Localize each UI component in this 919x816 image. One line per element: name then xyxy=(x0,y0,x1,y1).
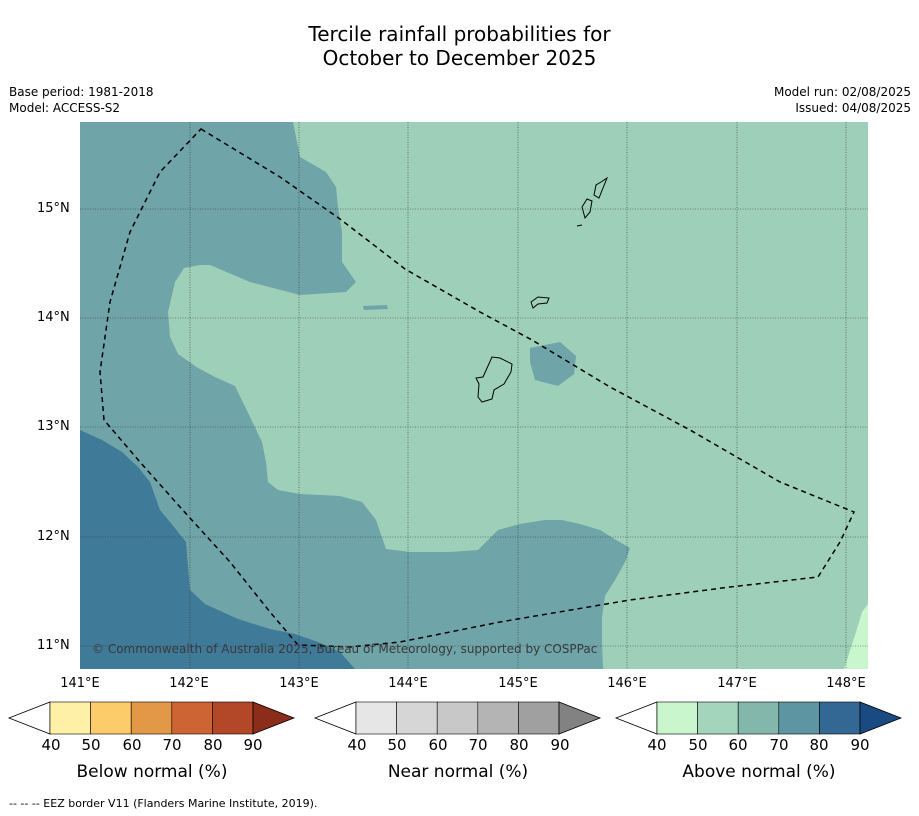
cb2-tick-40: 40 xyxy=(647,736,667,754)
island-aguijan xyxy=(576,224,583,227)
model-name: Model: ACCESS-S2 xyxy=(9,101,121,115)
map-canvas: © Commonwealth of Australia 2025, Bureau… xyxy=(80,122,868,669)
map-title: Tercile rainfall probabilities for Octob… xyxy=(0,22,919,70)
below-normal-label: Below normal (%) xyxy=(76,762,228,782)
colorbar-segment xyxy=(436,701,479,735)
cb1-tick-70: 70 xyxy=(468,736,488,754)
colorbar-segment xyxy=(49,701,91,735)
above-normal-70-patch-east xyxy=(530,342,576,386)
above-normal-70-patch-small xyxy=(363,305,388,310)
meta-right: Model run: 02/08/2025 Issued: 04/08/2025 xyxy=(774,84,911,116)
island-saipan xyxy=(593,176,609,199)
lon-label-146: 146°E xyxy=(607,676,647,691)
colorbar-segment xyxy=(737,701,780,735)
cb0-tick-50: 50 xyxy=(81,736,101,754)
cb2-tick-60: 60 xyxy=(728,736,748,754)
meta-left: Base period: 1981-2018 Model: ACCESS-S2 xyxy=(9,84,154,116)
cb0-tick-80: 80 xyxy=(203,736,223,754)
lon-label-147: 147°E xyxy=(717,676,757,691)
colorbar-lower-extension xyxy=(614,701,658,735)
colorbar-segment xyxy=(171,701,213,735)
cb1-tick-50: 50 xyxy=(387,736,407,754)
lat-label-15: 15°N xyxy=(37,201,70,216)
lon-label-143: 143°E xyxy=(279,676,319,691)
lon-label-141: 141°E xyxy=(60,676,100,691)
lon-label-142: 142°E xyxy=(169,676,209,691)
island-tinian xyxy=(581,198,593,220)
issued-date: Issued: 04/08/2025 xyxy=(795,101,911,115)
colorbar-segment xyxy=(819,701,861,735)
colorbar-upper-extension xyxy=(558,701,602,735)
colorbar-segment xyxy=(778,701,820,735)
colorbar-segment xyxy=(656,701,698,735)
lat-label-11: 11°N xyxy=(37,638,70,653)
lon-label-144: 144°E xyxy=(388,676,428,691)
colorbar-segment xyxy=(212,701,254,735)
cb0-tick-60: 60 xyxy=(122,736,142,754)
lat-label-14: 14°N xyxy=(37,310,70,325)
lat-label-13: 13°N xyxy=(37,419,70,434)
base-period: Base period: 1981-2018 xyxy=(9,85,154,99)
islands xyxy=(475,176,609,403)
above-normal-40-region xyxy=(844,604,868,669)
colorbar-segment xyxy=(355,701,397,735)
near-normal-label: Near normal (%) xyxy=(387,762,529,782)
cb0-tick-40: 40 xyxy=(41,736,61,754)
graticule xyxy=(80,122,868,669)
lon-label-145: 145°E xyxy=(498,676,538,691)
cb0-tick-90: 90 xyxy=(243,736,263,754)
colorbar-near-normal xyxy=(313,701,602,735)
colorbar-lower-extension xyxy=(7,701,51,735)
cb1-tick-60: 60 xyxy=(428,736,448,754)
colorbar-below-normal xyxy=(7,701,296,735)
colorbar-upper-extension xyxy=(252,701,296,735)
cb2-tick-70: 70 xyxy=(769,736,789,754)
colorbar-upper-extension xyxy=(859,701,903,735)
cb1-tick-40: 40 xyxy=(347,736,367,754)
copyright-notice: © Commonwealth of Australia 2025, Bureau… xyxy=(92,642,597,656)
cb1-tick-90: 90 xyxy=(550,736,570,754)
colorbar-segment xyxy=(697,701,739,735)
cb2-tick-90: 90 xyxy=(850,736,870,754)
cb2-tick-50: 50 xyxy=(688,736,708,754)
colorbars xyxy=(7,701,903,735)
colorbar-segment xyxy=(518,701,560,735)
colorbar-segment xyxy=(396,701,438,735)
eez-footer-note: -- -- -- EEZ border V11 (Flanders Marine… xyxy=(9,797,318,810)
lat-label-12: 12°N xyxy=(37,529,70,544)
colorbar-segment xyxy=(90,701,132,735)
title-line-2: October to December 2025 xyxy=(322,46,597,70)
colorbar-lower-extension xyxy=(313,701,357,735)
model-run: Model run: 02/08/2025 xyxy=(773,85,911,99)
cb2-tick-80: 80 xyxy=(809,736,829,754)
colorbar-segment xyxy=(130,701,173,735)
colorbar-above-normal xyxy=(614,701,903,735)
above-normal-80-region xyxy=(80,430,355,669)
island-guam xyxy=(475,356,513,403)
cb1-tick-80: 80 xyxy=(509,736,529,754)
above-normal-label: Above normal (%) xyxy=(682,762,836,782)
title-line-1: Tercile rainfall probabilities for xyxy=(308,22,611,46)
above-normal-70-region xyxy=(80,122,630,669)
eez-border xyxy=(99,128,856,648)
cb0-tick-70: 70 xyxy=(162,736,182,754)
colorbar-segment xyxy=(477,701,519,735)
lon-label-148: 148°E xyxy=(826,676,866,691)
island-rota xyxy=(530,296,550,309)
